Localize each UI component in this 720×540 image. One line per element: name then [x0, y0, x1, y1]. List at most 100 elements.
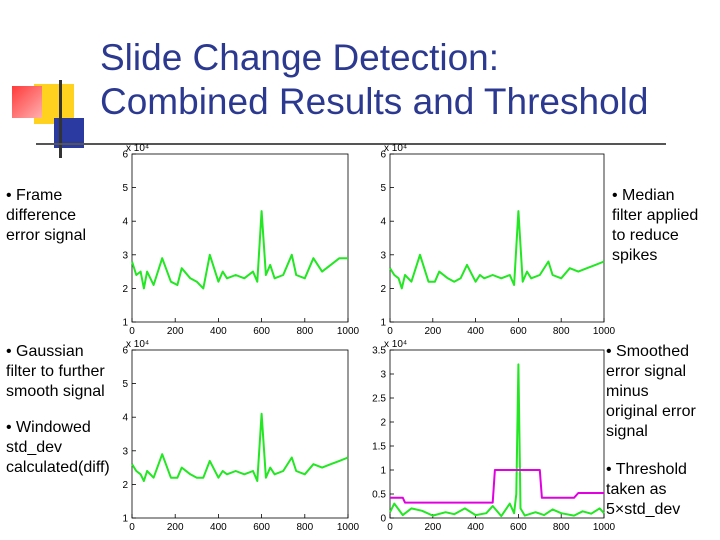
x-tick-label: 600: [253, 326, 270, 337]
signal-line: [131, 210, 348, 290]
x-tick-label: 400: [467, 522, 484, 533]
axis-exponent-label: x 10⁴: [384, 143, 407, 154]
x-tick-label: 0: [387, 326, 393, 337]
x-tick-label: 600: [510, 326, 527, 337]
note-line: taken as: [606, 481, 667, 498]
plot-frame: [131, 153, 349, 323]
chart-frame-difference: 1 2 3 4 5 6 0 200 400 600 800 1000 x 10⁴: [122, 143, 359, 337]
note-line: • Smoothed: [606, 343, 689, 360]
x-tick-label: 0: [129, 522, 135, 533]
x-tick-label: 0: [387, 522, 393, 533]
x-tick-label: 200: [424, 522, 441, 533]
note-line: minus: [606, 383, 649, 400]
y-tick-label: 2: [380, 284, 386, 295]
title-line-1: Slide Change Detection:: [100, 37, 500, 78]
note-line: error signal: [606, 363, 687, 380]
note-frame-difference: • Frame difference error signal: [6, 186, 86, 246]
title-line-2: Combined Results and Threshold: [100, 81, 649, 122]
y-tick-label: 6: [122, 346, 128, 357]
note-line: • Gaussian: [6, 343, 84, 360]
x-tick-label: 0: [129, 326, 135, 337]
note-line: to reduce: [612, 227, 679, 244]
x-tick-label: 1000: [337, 522, 360, 533]
x-tick-label: 600: [510, 522, 527, 533]
logo-red-square: [12, 86, 42, 118]
y-tick-label: 6: [380, 150, 386, 161]
x-tick-label: 1000: [337, 326, 360, 337]
x-tick-label: 600: [253, 522, 270, 533]
x-tick-label: 1000: [593, 522, 616, 533]
note-smoothed-minus-original: • Smoothed error signal minus original e…: [606, 342, 696, 442]
note-line: spikes: [612, 247, 658, 264]
x-tick-label: 400: [467, 326, 484, 337]
y-tick-label: 1: [122, 514, 128, 525]
chart-difference-threshold: 0 0.5 1 1.5 2 2.5 3 3.5 0 200 400 600 800 1000 x 10⁴: [372, 339, 615, 533]
signal-line: [131, 412, 349, 482]
y-tick-label: 1: [122, 318, 128, 329]
x-tick-label: 1000: [593, 326, 616, 337]
note-gaussian-filter: • Gaussian filter to further smooth sign…: [6, 342, 105, 402]
note-line: signal: [606, 423, 648, 440]
chart-gaussian-smoothed: 1 2 3 4 5 6 0 200 400 600 800 1000 x 10⁴: [122, 339, 359, 533]
y-tick-label: 5: [122, 183, 128, 194]
y-tick-label: 2: [122, 480, 128, 491]
y-tick-label: 1: [380, 466, 386, 477]
plot-frame: [389, 153, 605, 323]
note-line: calculated(diff): [6, 459, 110, 476]
logo-horizontal-line: [36, 143, 666, 145]
axis-exponent-label: x 10⁴: [384, 339, 407, 350]
plot-frame: [389, 349, 605, 519]
y-tick-label: 3: [380, 370, 386, 381]
y-tick-label: 4: [122, 217, 128, 228]
threshold-line: [390, 469, 604, 504]
note-line: • Threshold: [606, 461, 687, 478]
y-tick-label: 3.5: [372, 346, 386, 357]
y-tick-label: 2.5: [372, 394, 386, 405]
y-tick-label: 0: [380, 514, 386, 525]
y-tick-label: 5: [122, 379, 128, 390]
x-tick-label: 800: [553, 522, 570, 533]
note-line: difference: [6, 207, 76, 224]
y-tick-label: 1.5: [372, 442, 386, 453]
x-tick-label: 800: [296, 522, 313, 533]
note-median-filter: • Median filter applied to reduce spikes: [612, 186, 698, 266]
chart-median-filtered: 1 2 3 4 5 6 0 200 400 600 800 1000 x 10⁴: [380, 143, 615, 337]
note-line: std_dev: [6, 439, 63, 456]
x-tick-label: 400: [210, 522, 227, 533]
signal-line: [389, 363, 605, 518]
y-tick-label: 2: [380, 418, 386, 429]
note-line: error signal: [6, 227, 87, 244]
note-line: • Frame: [6, 187, 63, 204]
y-tick-label: 3: [380, 250, 386, 261]
y-tick-label: 1: [380, 318, 386, 329]
slide-title: Slide Change Detection: Combined Results…: [100, 36, 700, 124]
y-tick-label: 2: [122, 284, 128, 295]
note-line: filter to further: [6, 363, 105, 380]
x-tick-label: 200: [167, 522, 184, 533]
y-tick-label: 4: [122, 413, 128, 424]
note-line: filter applied: [612, 207, 699, 224]
y-tick-label: 3: [122, 250, 128, 261]
note-line: original error: [606, 403, 696, 420]
y-tick-label: 0.5: [372, 490, 386, 501]
note-windowed-stddev: • Windowed std_dev calculated(diff): [6, 418, 110, 478]
note-threshold: • Threshold taken as 5×std_dev: [606, 460, 687, 520]
axis-exponent-label: x 10⁴: [126, 339, 149, 350]
note-line: 5×std_dev: [606, 501, 681, 518]
note-line: • Windowed: [6, 419, 91, 436]
x-tick-label: 200: [167, 326, 184, 337]
note-line: smooth signal: [6, 383, 105, 400]
y-tick-label: 4: [380, 217, 386, 228]
x-tick-label: 800: [296, 326, 313, 337]
axis-exponent-label: x 10⁴: [126, 143, 149, 154]
x-tick-label: 800: [553, 326, 570, 337]
y-tick-label: 5: [380, 183, 386, 194]
y-tick-label: 6: [122, 150, 128, 161]
x-tick-label: 400: [210, 326, 227, 337]
note-line: • Median: [612, 187, 675, 204]
y-tick-label: 3: [122, 446, 128, 457]
x-tick-label: 200: [424, 326, 441, 337]
signal-line: [389, 210, 605, 290]
logo-vertical-line: [59, 80, 62, 158]
plot-frame: [131, 349, 349, 519]
